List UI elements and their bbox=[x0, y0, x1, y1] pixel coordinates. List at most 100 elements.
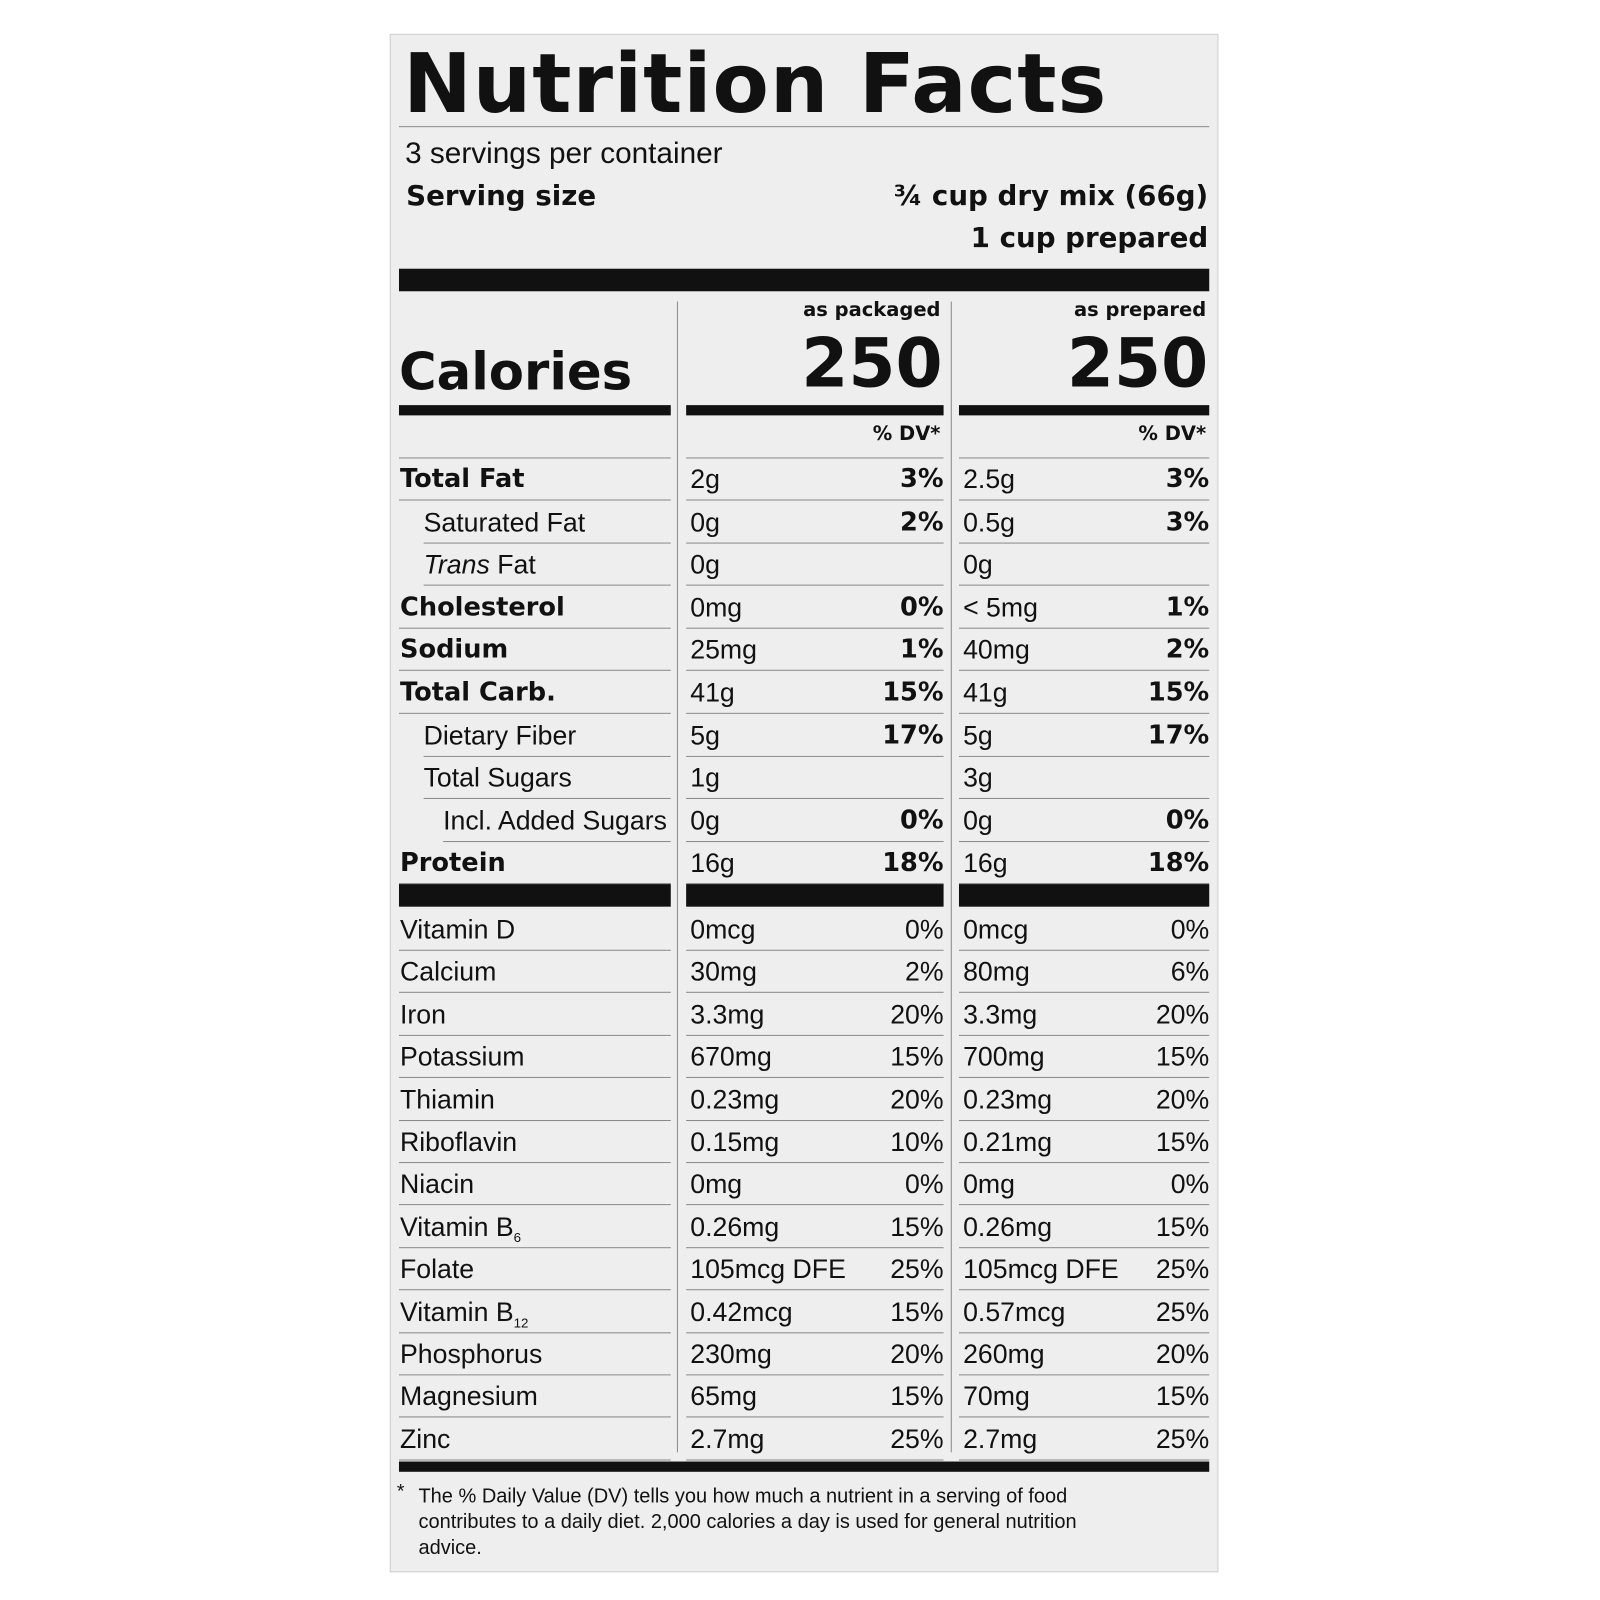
divider bbox=[398, 1246, 671, 1248]
column-divider bbox=[950, 301, 952, 1453]
nutrient-name: Calcium bbox=[400, 958, 496, 985]
rule bbox=[958, 405, 1210, 416]
amount: 0g bbox=[963, 804, 993, 836]
divider bbox=[958, 798, 1210, 800]
amount: 5g bbox=[963, 719, 993, 751]
nutrient-name-text: Vitamin B bbox=[399, 1295, 514, 1327]
divider bbox=[686, 755, 944, 757]
amount: 41g bbox=[690, 676, 735, 708]
nutrient-name: Phosphorus bbox=[400, 1341, 542, 1368]
nutrient-name: Protein bbox=[400, 850, 506, 876]
amount: 230mg bbox=[690, 1338, 772, 1370]
divider bbox=[958, 1416, 1210, 1418]
divider bbox=[686, 992, 944, 994]
divider bbox=[958, 1331, 1210, 1333]
nutrient-name-text: Total Sugars bbox=[423, 762, 572, 794]
calories-value: 250 bbox=[801, 324, 943, 404]
nutrient-name-text: Folate bbox=[399, 1253, 475, 1285]
nutrient-name-text: Niacin bbox=[399, 1168, 475, 1200]
column-header: as packaged bbox=[803, 298, 941, 322]
calories-label: Calories bbox=[398, 342, 633, 403]
amount: 0mg bbox=[690, 1168, 743, 1200]
amount: 105mcg DFE bbox=[690, 1253, 846, 1285]
nutrient-name: Saturated Fat bbox=[424, 508, 586, 535]
amount: 40mg bbox=[963, 634, 1030, 666]
dv-header: % DV* bbox=[872, 422, 941, 446]
divider bbox=[958, 712, 1210, 714]
percent-dv: 20% bbox=[890, 1083, 944, 1115]
percent-dv: 3% bbox=[1165, 506, 1210, 536]
percent-dv: 25% bbox=[890, 1253, 944, 1285]
percent-dv: 15% bbox=[890, 1295, 944, 1327]
percent-dv: 15% bbox=[890, 1211, 944, 1242]
divider bbox=[398, 1374, 671, 1376]
percent-dv: 2% bbox=[905, 956, 944, 988]
divider bbox=[958, 949, 1210, 951]
percent-dv: 15% bbox=[1147, 676, 1210, 707]
nutrient-name: Potassium bbox=[400, 1043, 525, 1070]
percent-dv: 0% bbox=[905, 913, 944, 945]
divider bbox=[398, 1459, 671, 1461]
divider bbox=[686, 883, 944, 885]
amount: 2g bbox=[690, 463, 720, 495]
nutrient-name-text: Magnesium bbox=[399, 1380, 538, 1412]
amount: 0g bbox=[690, 548, 720, 580]
amount: 0.57mcg bbox=[963, 1295, 1066, 1327]
nutrient-name-text: Dietary Fiber bbox=[423, 719, 577, 751]
amount: 2.7mg bbox=[690, 1423, 765, 1455]
nutrient-name-text: Iron bbox=[399, 998, 446, 1030]
divider bbox=[958, 840, 1210, 842]
percent-dv: 10% bbox=[890, 1126, 944, 1157]
amount: 0.15mg bbox=[690, 1126, 780, 1157]
divider bbox=[398, 457, 671, 459]
subscript: 6 bbox=[513, 1229, 522, 1246]
divider bbox=[686, 457, 944, 459]
nutrient-name-text: Cholesterol bbox=[399, 591, 565, 622]
divider bbox=[958, 755, 1210, 757]
divider bbox=[958, 584, 1210, 586]
nutrient-name-text: Sodium bbox=[399, 634, 509, 664]
amount: 0.26mg bbox=[963, 1211, 1053, 1242]
serving-size-label: Serving size bbox=[406, 180, 597, 213]
percent-dv: 15% bbox=[1155, 1041, 1210, 1072]
nutrient-name: Vitamin B6 bbox=[400, 1213, 521, 1244]
divider bbox=[398, 1289, 671, 1291]
divider bbox=[686, 1034, 944, 1036]
divider bbox=[398, 126, 1210, 128]
amount: 0.23mg bbox=[690, 1083, 780, 1115]
divider bbox=[398, 712, 671, 714]
percent-dv: 0% bbox=[1170, 913, 1210, 945]
divider bbox=[398, 883, 671, 885]
percent-dv: 2% bbox=[900, 506, 944, 536]
nutrient-name: Riboflavin bbox=[400, 1128, 517, 1155]
divider bbox=[958, 670, 1210, 672]
amount: 16g bbox=[690, 847, 735, 879]
divider bbox=[958, 542, 1210, 544]
divider bbox=[686, 1204, 944, 1206]
divider bbox=[686, 1416, 944, 1418]
percent-dv: 3% bbox=[900, 463, 944, 494]
divider bbox=[686, 712, 944, 714]
amount: 0mg bbox=[963, 1168, 1015, 1200]
nutrient-name: Total Fat bbox=[400, 466, 525, 492]
nutrient-name: Zinc bbox=[400, 1425, 450, 1452]
percent-dv: 3% bbox=[1165, 463, 1210, 494]
nutrient-name: Magnesium bbox=[400, 1383, 538, 1410]
divider bbox=[398, 1077, 671, 1079]
nutrient-name-text: Riboflavin bbox=[399, 1126, 518, 1157]
nutrient-name-text: Total Carb. bbox=[399, 676, 556, 707]
divider bbox=[958, 457, 1210, 459]
rule bbox=[686, 884, 944, 907]
divider bbox=[686, 584, 944, 586]
amount: 16g bbox=[963, 847, 1008, 879]
amount: 0g bbox=[690, 804, 720, 836]
divider bbox=[686, 1459, 944, 1461]
footnote-mark: * bbox=[396, 1481, 405, 1503]
divider bbox=[958, 1374, 1210, 1376]
nutrient-name-text: Total Fat bbox=[399, 463, 525, 494]
footnote-text: The % Daily Value (DV) tells you how muc… bbox=[418, 1485, 1077, 1559]
divider bbox=[686, 1374, 944, 1376]
dv-header: % DV* bbox=[1138, 422, 1207, 446]
divider bbox=[398, 670, 671, 672]
